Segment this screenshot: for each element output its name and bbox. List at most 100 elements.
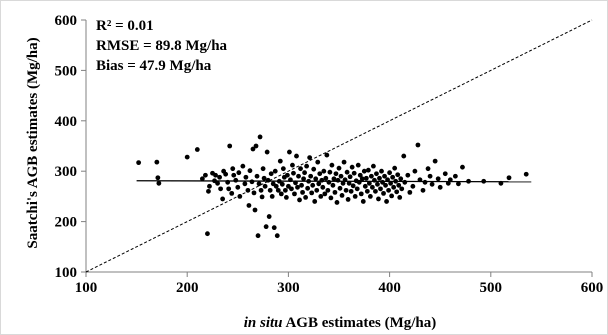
- data-point: [361, 168, 367, 174]
- data-point: [325, 187, 331, 193]
- data-point: [283, 195, 289, 200]
- data-point: [331, 176, 337, 182]
- data-point: [394, 189, 400, 195]
- data-point: [236, 170, 242, 176]
- data-point: [352, 194, 358, 199]
- data-point: [287, 149, 292, 155]
- data-point: [229, 190, 235, 196]
- x-tick-label: 300: [277, 280, 300, 296]
- data-point: [396, 182, 402, 188]
- data-point: [317, 171, 323, 177]
- stats-annotation: R² = 0.01 RMSE = 89.8 Mg/ha Bias = 47.9 …: [96, 18, 228, 74]
- data-point: [335, 177, 341, 183]
- data-point: [391, 184, 397, 190]
- data-point: [358, 191, 364, 197]
- data-point: [242, 181, 248, 187]
- data-point: [237, 194, 243, 199]
- data-point: [262, 183, 268, 189]
- data-point: [328, 195, 334, 201]
- data-point: [320, 184, 326, 190]
- data-point: [412, 168, 418, 174]
- data-point: [321, 168, 327, 174]
- data-point: [308, 173, 314, 179]
- data-point: [255, 233, 261, 239]
- data-point: [389, 193, 395, 199]
- data-point: [215, 180, 220, 186]
- data-point: [300, 189, 305, 195]
- data-point: [312, 199, 318, 204]
- data-point: [273, 183, 279, 189]
- x-tick-label: 400: [378, 280, 401, 296]
- plot-area: 100 200 300 400 500 600 100 200 300 400 500 600: [55, 13, 604, 296]
- data-point: [506, 175, 512, 181]
- data-point: [261, 175, 267, 181]
- data-point: [410, 183, 416, 189]
- data-point: [432, 158, 438, 164]
- data-point: [362, 183, 368, 189]
- data-point: [253, 143, 259, 149]
- data-point: [218, 186, 223, 192]
- data-point: [263, 224, 269, 230]
- data-point: [269, 194, 275, 199]
- data-point: [265, 177, 271, 183]
- data-point: [341, 159, 347, 165]
- data-point: [333, 171, 339, 177]
- data-point: [279, 181, 285, 187]
- data-point: [247, 168, 253, 174]
- data-point: [324, 152, 330, 158]
- data-point: [213, 172, 218, 178]
- regression-line: [136, 180, 532, 183]
- data-point: [268, 171, 274, 177]
- x-axis-title-rest: AGB estimates (Mg/ha): [283, 315, 437, 331]
- data-point: [316, 181, 322, 187]
- data-point: [299, 182, 304, 188]
- data-point: [259, 194, 265, 200]
- y-tick-label: 400: [55, 114, 78, 130]
- data-point: [383, 182, 388, 188]
- rmse-annotation: RMSE = 89.8 Mg/ha: [96, 38, 228, 54]
- data-point: [363, 175, 369, 181]
- data-point: [194, 147, 200, 152]
- data-point: [257, 134, 263, 140]
- data-point: [313, 176, 319, 182]
- data-point: [231, 172, 237, 178]
- data-point: [392, 165, 398, 171]
- data-point: [136, 160, 142, 166]
- data-point: [207, 183, 212, 189]
- data-point: [334, 200, 340, 205]
- x-tick-label: 600: [581, 280, 604, 296]
- data-point: [435, 176, 441, 182]
- data-point: [217, 174, 222, 180]
- data-point: [243, 174, 249, 180]
- data-point: [360, 199, 366, 204]
- data-point: [523, 171, 529, 177]
- data-point: [367, 194, 373, 199]
- data-point: [227, 143, 233, 149]
- data-point: [226, 186, 232, 192]
- data-point: [250, 146, 256, 152]
- data-point: [395, 172, 401, 178]
- y-tick-label: 300: [55, 164, 78, 180]
- data-point: [251, 190, 257, 196]
- data-point: [384, 199, 389, 204]
- x-axis-title-italic: in situ: [244, 315, 283, 331]
- data-point: [375, 181, 380, 187]
- data-point: [368, 173, 374, 179]
- data-point: [303, 195, 309, 200]
- data-point: [390, 174, 396, 180]
- data-point: [280, 166, 286, 172]
- data-point: [240, 163, 246, 169]
- data-point: [344, 169, 350, 175]
- data-point: [304, 163, 310, 169]
- data-point: [309, 190, 315, 196]
- data-point: [420, 187, 426, 193]
- data-point: [374, 171, 379, 177]
- data-point: [377, 175, 382, 181]
- data-point: [437, 184, 443, 190]
- data-point: [388, 180, 394, 186]
- x-tick-label: 500: [480, 280, 503, 296]
- data-point: [233, 177, 239, 183]
- data-point: [350, 183, 356, 189]
- data-point: [339, 192, 345, 198]
- data-point: [256, 181, 262, 187]
